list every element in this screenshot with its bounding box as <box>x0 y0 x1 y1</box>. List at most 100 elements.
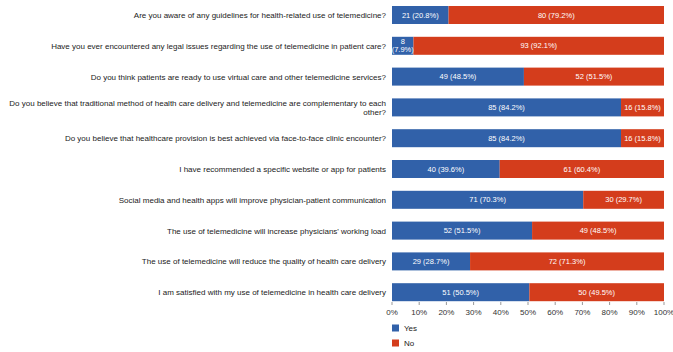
tick <box>582 302 583 305</box>
category-label: The use of telemedicine will increase ph… <box>167 227 386 236</box>
text-line: 51 (50.5%) <box>442 288 479 297</box>
text-line: other? <box>363 108 386 117</box>
bar <box>392 160 500 178</box>
bar <box>392 129 621 147</box>
text-line: Do you believe that healthcare provision… <box>65 134 387 143</box>
category-label: Do you believe that healthcare provision… <box>65 134 387 143</box>
bar <box>392 98 621 116</box>
text-line: The use of telemedicine will increase ph… <box>167 227 386 236</box>
text-line: 52 (51.5%) <box>576 72 613 81</box>
tick <box>446 302 447 305</box>
bar <box>449 6 664 24</box>
bar <box>470 252 664 270</box>
tick-label: 60% <box>547 308 563 317</box>
bar <box>413 37 664 55</box>
text-line: 93 (92.1%) <box>520 41 557 50</box>
bar <box>392 37 413 55</box>
data-label: 72 (71.3%) <box>549 257 586 266</box>
text-line: 49 (48.5%) <box>580 226 617 235</box>
data-label: 40 (39.6%) <box>428 165 465 174</box>
tick-label: 70% <box>574 308 590 317</box>
category-label: I am satisfied with my use of telemedici… <box>158 288 386 297</box>
data-label: 21 (20.8%) <box>402 11 439 20</box>
tick <box>636 302 637 305</box>
tick <box>419 302 420 305</box>
bar <box>392 222 532 240</box>
data-label: 49 (48.5%) <box>440 72 477 81</box>
text-line: 30 (29.7%) <box>605 195 642 204</box>
data-label: 30 (29.7%) <box>605 195 642 204</box>
text-line: (7.9%) <box>392 45 415 54</box>
text-line: Are you aware of any guidelines for heal… <box>134 11 387 20</box>
bar <box>621 98 664 116</box>
tick <box>664 302 665 305</box>
category-label: Do you believe that traditional method o… <box>9 99 386 118</box>
category-label: Do you think patients are ready to use v… <box>91 73 387 82</box>
bar <box>392 283 529 301</box>
bars <box>392 6 664 301</box>
legend-swatch <box>392 340 399 347</box>
tick <box>500 302 501 305</box>
text-line: I have recommended a specific website or… <box>179 165 386 174</box>
chart: Are you aware of any guidelines for heal… <box>0 0 673 352</box>
text-line: 49 (48.5%) <box>440 72 477 81</box>
data-label: 52 (51.5%) <box>576 72 613 81</box>
text-line: 85 (84.2%) <box>488 134 525 143</box>
bar <box>500 160 664 178</box>
text-line: Have you ever encountered any legal issu… <box>51 42 386 51</box>
text-line: 72 (71.3%) <box>549 257 586 266</box>
text-line: 29 (28.7%) <box>413 257 450 266</box>
bar <box>621 129 664 147</box>
tick <box>528 302 529 305</box>
text-line: 50 (49.5%) <box>578 288 615 297</box>
data-label: 29 (28.7%) <box>413 257 450 266</box>
text-line: 61 (60.4%) <box>564 165 601 174</box>
text-line: 16 (15.8%) <box>624 134 661 143</box>
text-line: The use of telemedicine will reduce the … <box>142 257 386 266</box>
tick-label: 100% <box>654 308 673 317</box>
bar <box>392 6 449 24</box>
bar <box>532 222 664 240</box>
data-label: 61 (60.4%) <box>564 165 601 174</box>
text-line: 85 (84.2%) <box>488 103 525 112</box>
tick <box>555 302 556 305</box>
text-line: Do you believe that traditional method o… <box>9 99 386 108</box>
category-label: Have you ever encountered any legal issu… <box>51 42 386 51</box>
legend-label: Yes <box>404 324 417 333</box>
data-label: 49 (48.5%) <box>580 226 617 235</box>
category-label: Are you aware of any guidelines for heal… <box>134 11 387 20</box>
data-label: 16 (15.8%) <box>624 103 661 112</box>
bar <box>583 191 664 209</box>
bar <box>392 68 524 86</box>
text-line: 71 (70.3%) <box>469 195 506 204</box>
text-line: 21 (20.8%) <box>402 11 439 20</box>
bar <box>392 252 470 270</box>
text-line: I am satisfied with my use of telemedici… <box>158 288 386 297</box>
data-label: 52 (51.5%) <box>444 226 481 235</box>
tick-label: 20% <box>438 308 454 317</box>
data-label: 50 (49.5%) <box>578 288 615 297</box>
category-label: Social media and health apps will improv… <box>119 196 386 205</box>
data-label: 8(7.9%) <box>392 37 415 54</box>
tick <box>392 302 393 305</box>
data-label: 71 (70.3%) <box>469 195 506 204</box>
category-label: I have recommended a specific website or… <box>179 165 386 174</box>
bar <box>529 283 664 301</box>
bar <box>392 191 583 209</box>
tick-label: 80% <box>602 308 618 317</box>
text-line: 16 (15.8%) <box>624 103 661 112</box>
data-label: 85 (84.2%) <box>488 103 525 112</box>
data-label: 80 (79.2%) <box>538 11 575 20</box>
data-label: 93 (92.1%) <box>520 41 557 50</box>
category-label: The use of telemedicine will reduce the … <box>142 257 386 266</box>
legend-label: No <box>404 339 415 348</box>
tick-label: 0% <box>386 308 398 317</box>
legend-swatch <box>392 325 399 332</box>
tick-label: 30% <box>466 308 482 317</box>
text-line: Social media and health apps will improv… <box>119 196 386 205</box>
tick <box>609 302 610 305</box>
data-label: 51 (50.5%) <box>442 288 479 297</box>
tick-label: 50% <box>520 308 536 317</box>
tick-label: 10% <box>411 308 427 317</box>
text-line: 80 (79.2%) <box>538 11 575 20</box>
